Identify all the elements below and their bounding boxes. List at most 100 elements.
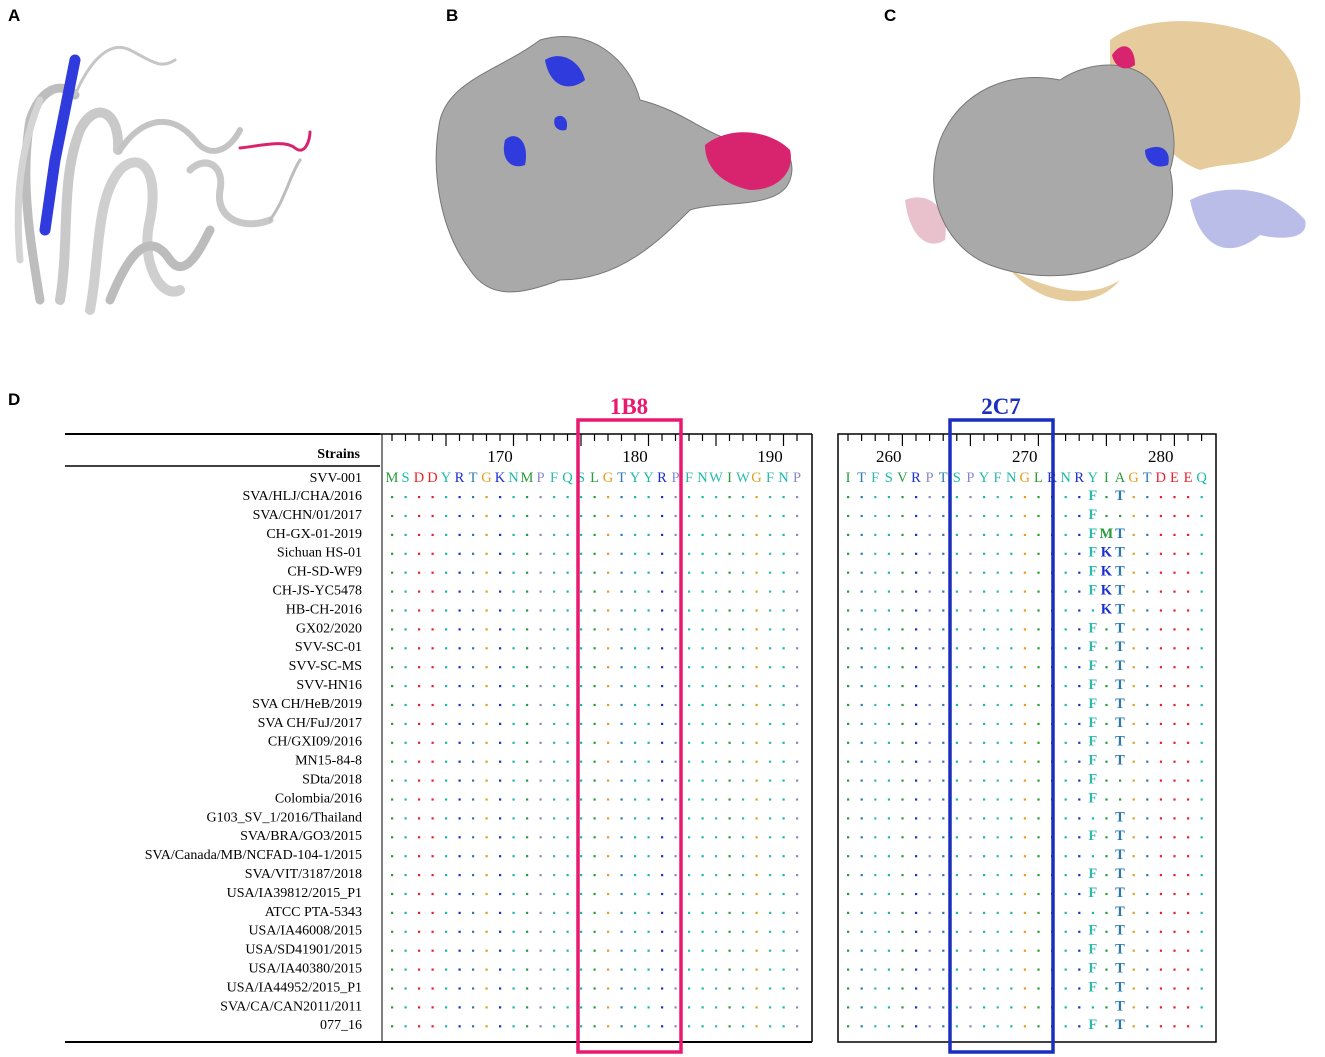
conserved-dot	[1132, 892, 1135, 896]
conserved-dot	[928, 590, 931, 593]
conserved-dot	[512, 533, 515, 536]
conserved-dot	[620, 552, 623, 555]
conserved-dot	[553, 533, 556, 536]
conserved-dot	[418, 817, 421, 820]
conserved-dot	[566, 666, 569, 669]
conserved-dot	[634, 609, 637, 612]
conserved-dot	[715, 496, 718, 499]
conserved-dot	[1010, 666, 1013, 669]
conserved-dot	[969, 760, 972, 763]
conserved-dot	[1173, 609, 1176, 612]
conserved-dot	[674, 760, 677, 763]
conserved-dot	[580, 1025, 583, 1028]
conserved-dot	[661, 685, 664, 688]
tick-label: 190	[757, 447, 783, 466]
conserved-dot	[634, 779, 637, 782]
conserved-dot	[847, 552, 850, 555]
conserved-dot	[1132, 930, 1135, 933]
conserved-dot	[1037, 779, 1040, 782]
conserved-dot	[472, 855, 475, 858]
ref-residue: F	[550, 470, 558, 486]
conserved-dot	[391, 552, 394, 555]
conserved-dot	[1132, 817, 1135, 820]
conserved-dot	[620, 798, 623, 801]
conserved-dot	[688, 987, 691, 990]
conserved-dot	[661, 855, 664, 858]
conserved-dot	[701, 779, 704, 782]
conserved-dot	[431, 817, 434, 820]
conserved-dot	[782, 722, 785, 725]
conserved-dot	[1159, 911, 1162, 914]
conserved-dot	[404, 1006, 407, 1009]
conserved-dot	[418, 930, 421, 933]
conserved-dot	[796, 703, 799, 707]
conserved-dot	[1091, 609, 1094, 612]
conserved-dot	[539, 798, 542, 801]
conserved-dot	[915, 855, 918, 858]
conserved-dot	[647, 911, 650, 914]
strain-label: CH-JS-YC5478	[273, 584, 362, 599]
conserved-dot	[553, 571, 556, 574]
conserved-dot	[472, 685, 475, 688]
conserved-dot	[634, 703, 637, 707]
conserved-dot	[847, 817, 850, 820]
conserved-dot	[701, 836, 704, 839]
conserved-dot	[391, 892, 394, 896]
conserved-dot	[607, 949, 610, 952]
conserved-dot	[728, 836, 731, 839]
conserved-dot	[915, 930, 918, 933]
conserved-dot	[458, 590, 461, 593]
conserved-dot	[1173, 552, 1176, 555]
conserved-dot	[418, 987, 421, 990]
conserved-dot	[915, 496, 918, 499]
conserved-dot	[499, 609, 502, 612]
conserved-dot	[580, 552, 583, 555]
conserved-dot	[928, 571, 931, 574]
conserved-dot	[553, 949, 556, 952]
conserved-dot	[472, 817, 475, 820]
conserved-dot	[969, 968, 972, 971]
conserved-dot	[996, 874, 999, 877]
conserved-dot	[404, 590, 407, 593]
conserved-dot	[580, 798, 583, 801]
conserved-dot	[847, 760, 850, 763]
conserved-dot	[404, 779, 407, 782]
conserved-dot	[1023, 685, 1026, 688]
conserved-dot	[715, 514, 718, 518]
conserved-dot	[969, 552, 972, 555]
conserved-dot	[942, 722, 945, 725]
conserved-dot	[955, 628, 958, 631]
conserved-dot	[887, 1006, 890, 1009]
conserved-dot	[553, 741, 556, 744]
conserved-dot	[887, 703, 890, 707]
variant-residue: F	[1088, 961, 1097, 977]
conserved-dot	[996, 666, 999, 669]
conserved-dot	[742, 647, 745, 650]
conserved-dot	[901, 949, 904, 952]
conserved-dot	[887, 968, 890, 971]
strain-label: SVA CH/HeB/2019	[252, 697, 362, 712]
conserved-dot	[445, 779, 448, 782]
conserved-dot	[674, 779, 677, 782]
ref-residue: G	[751, 470, 762, 486]
conserved-dot	[769, 514, 772, 518]
conserved-dot	[996, 760, 999, 763]
conserved-dot	[485, 628, 488, 631]
conserved-dot	[674, 722, 677, 725]
conserved-dot	[874, 514, 877, 518]
conserved-dot	[553, 552, 556, 555]
conserved-dot	[512, 930, 515, 933]
conserved-dot	[701, 647, 704, 650]
conserved-dot	[674, 855, 677, 858]
conserved-dot	[472, 798, 475, 801]
conserved-dot	[1173, 685, 1176, 688]
conserved-dot	[620, 571, 623, 574]
conserved-dot	[1105, 892, 1108, 896]
conserved-dot	[755, 496, 758, 499]
conserved-dot	[874, 703, 877, 707]
conserved-dot	[887, 571, 890, 574]
conserved-dot	[620, 836, 623, 839]
conserved-dot	[742, 855, 745, 858]
conserved-dot	[955, 514, 958, 518]
conserved-dot	[566, 741, 569, 744]
